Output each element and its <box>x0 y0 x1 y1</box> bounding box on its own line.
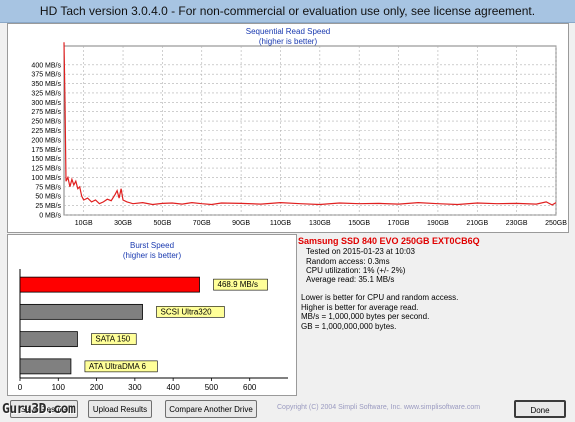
y-tick-label: 375 MB/s <box>31 72 61 79</box>
bar-label-box <box>91 333 137 345</box>
y-tick-label: 200 MB/s <box>31 137 61 144</box>
y-tick-label: 250 MB/s <box>31 119 61 126</box>
y-tick-label: 225 MB/s <box>31 128 61 135</box>
x-tick-label: 400 <box>166 383 180 392</box>
title-bar: HD Tach version 3.0.4.0 - For non-commer… <box>0 0 575 23</box>
window-title: HD Tach version 3.0.4.0 - For non-commer… <box>39 4 536 18</box>
bar-label: SCSI Ultra320 <box>161 307 213 316</box>
burst-chart: 0 100 200 300 400 500 600 468.9 MB/s SCSI Ultra3… <box>18 269 288 392</box>
x-tick-label: 0 <box>18 383 23 392</box>
y-tick-label: 125 MB/s <box>31 166 61 173</box>
note-gb: GB = 1,000,000,000 bytes. <box>301 322 397 331</box>
x-tick-label: 110GB <box>270 220 292 227</box>
watermark: Guru3D.com <box>2 402 76 417</box>
x-tick-label: 300 <box>128 383 142 392</box>
x-tick-label: 600 <box>243 383 257 392</box>
upload-results-button[interactable]: Upload Results <box>88 400 152 418</box>
x-tick-label: 30GB <box>114 220 132 227</box>
y-tick-label: 350 MB/s <box>31 81 61 88</box>
y-tick-label: 25 MB/s <box>35 203 61 210</box>
x-tick-label: 230GB <box>506 220 528 227</box>
note-higher-better: Higher is better for average read. <box>301 303 419 312</box>
y-tick-label: 150 MB/s <box>31 156 61 163</box>
burst-bar <box>19 276 200 293</box>
x-tick-label: 500 <box>205 383 219 392</box>
burst-chart-subtitle: (higher is better) <box>122 251 182 260</box>
x-tick-label: 50GB <box>153 220 171 227</box>
x-tick-label: 90GB <box>232 220 250 227</box>
tested-date: Tested on 2015-01-23 at 10:03 <box>306 247 415 256</box>
sequential-read-panel: Sequential Read Speed (higher is better)… <box>7 23 569 233</box>
copyright-text: Copyright (C) 2004 Simpli Software, Inc.… <box>277 404 481 411</box>
x-tick-label: 10GB <box>75 220 93 227</box>
burst-bar <box>19 331 78 348</box>
x-tick-label: 100 <box>52 383 66 392</box>
cpu-utilization: CPU utilization: 1% (+/- 2%) <box>306 266 406 275</box>
y-tick-label: 175 MB/s <box>31 147 61 154</box>
burst-chart-title: Burst Speed <box>129 241 175 250</box>
read-chart-subtitle: (higher is better) <box>258 37 318 46</box>
x-tick-label: 250GB <box>545 220 567 227</box>
drive-name: Samsung SSD 840 EVO 250GB EXT0CB6Q <box>298 236 480 246</box>
burst-speed-panel: Burst Speed (higher is better) 0 100 200 30… <box>7 234 297 396</box>
bar-label: ATA UltraDMA 6 <box>89 362 147 371</box>
x-tick-label: 210GB <box>466 220 488 227</box>
y-tick-label: 0 MB/s <box>39 213 61 220</box>
note-lower-better: Lower is better for CPU and random acces… <box>301 293 459 302</box>
random-access: Random access: 0.3ms <box>306 257 390 266</box>
y-tick-label: 50 MB/s <box>35 194 61 201</box>
bar-label: SATA 150 <box>95 335 130 344</box>
note-mbs: MB/s = 1,000,000 bytes per second. <box>301 312 430 321</box>
drive-info-panel: Samsung SSD 840 EVO 250GB EXT0CB6Q Teste… <box>298 234 567 394</box>
average-read: Average read: 35.1 MB/s <box>306 275 395 284</box>
y-tick-label: 75 MB/s <box>35 184 61 191</box>
bar-label: 468.9 MB/s <box>218 280 258 289</box>
bar-label-box <box>156 306 225 318</box>
y-tick-label: 325 MB/s <box>31 90 61 97</box>
y-tick-label: 100 MB/s <box>31 175 61 182</box>
x-tick-label: 150GB <box>348 220 370 227</box>
x-tick-label: 190GB <box>427 220 449 227</box>
burst-bar <box>19 358 72 375</box>
y-tick-label: 300 MB/s <box>31 100 61 107</box>
read-chart: 0 MB/s 25 MB/s 50 MB/s 75 MB/s 100 MB/s 125 M… <box>31 42 567 227</box>
x-tick-label: 70GB <box>193 220 211 227</box>
save-results-button[interactable]: Save Results <box>10 400 78 418</box>
bar-label-box <box>213 278 268 291</box>
x-tick-label: 130GB <box>309 220 331 227</box>
read-chart-title: Sequential Read Speed <box>245 27 331 36</box>
done-button[interactable]: Done <box>514 400 566 418</box>
y-tick-label: 400 MB/s <box>31 62 61 69</box>
compare-drive-button[interactable]: Compare Another Drive <box>165 400 257 418</box>
y-tick-label: 275 MB/s <box>31 109 61 116</box>
x-tick-label: 170GB <box>388 220 410 227</box>
read-speed-line <box>63 42 557 206</box>
x-tick-label: 200 <box>90 383 104 392</box>
bar-label-box <box>84 360 158 373</box>
burst-bar <box>19 303 143 320</box>
